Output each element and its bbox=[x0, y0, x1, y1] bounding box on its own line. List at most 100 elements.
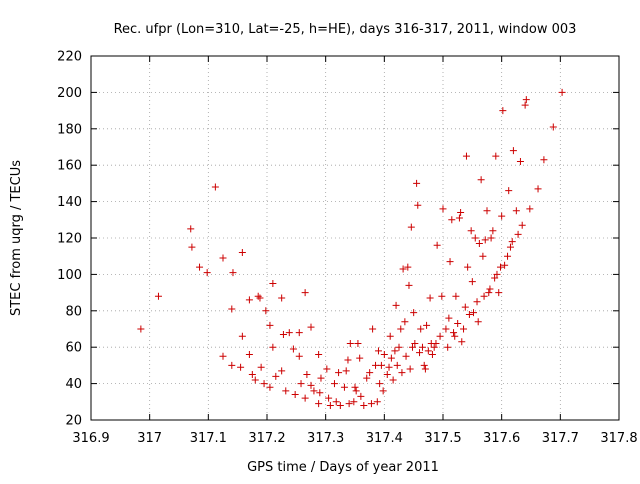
data-point bbox=[374, 347, 382, 355]
data-point bbox=[351, 383, 359, 391]
data-point bbox=[336, 401, 344, 409]
y-tick-label: 60 bbox=[65, 341, 82, 356]
data-point bbox=[301, 289, 309, 297]
data-point bbox=[426, 294, 434, 302]
y-tick-label: 80 bbox=[65, 304, 82, 319]
data-point bbox=[203, 269, 211, 277]
data-point bbox=[416, 349, 424, 357]
data-point bbox=[414, 201, 422, 209]
data-point bbox=[291, 391, 299, 399]
data-point bbox=[238, 332, 246, 340]
data-point bbox=[473, 298, 481, 306]
data-point bbox=[457, 209, 465, 217]
y-tick-label: 180 bbox=[57, 122, 82, 137]
data-point bbox=[260, 380, 268, 388]
y-tick-label: 100 bbox=[57, 268, 82, 283]
data-point bbox=[211, 183, 219, 191]
data-point bbox=[307, 381, 315, 389]
data-point bbox=[514, 230, 522, 238]
data-point bbox=[521, 101, 529, 109]
data-point bbox=[446, 258, 454, 266]
data-point bbox=[411, 340, 419, 348]
data-point bbox=[495, 289, 503, 297]
y-tick-label: 200 bbox=[57, 86, 82, 101]
data-point bbox=[346, 340, 354, 348]
data-point bbox=[468, 278, 476, 286]
data-point bbox=[315, 400, 323, 408]
data-point bbox=[397, 325, 405, 333]
data-point bbox=[423, 321, 431, 329]
data-point bbox=[251, 376, 259, 384]
data-point bbox=[491, 274, 499, 282]
data-point bbox=[335, 369, 343, 377]
data-point bbox=[386, 332, 394, 340]
x-tick-label: 317.5 bbox=[424, 431, 461, 446]
data-points bbox=[137, 88, 566, 409]
data-point bbox=[458, 338, 466, 346]
data-point bbox=[316, 389, 324, 397]
y-tick-label: 220 bbox=[57, 50, 82, 65]
data-point bbox=[380, 350, 388, 358]
y-tick-label: 160 bbox=[57, 159, 82, 174]
data-point bbox=[518, 221, 526, 229]
data-point bbox=[549, 123, 557, 131]
data-point bbox=[307, 323, 315, 331]
data-point bbox=[499, 107, 507, 115]
data-point bbox=[462, 152, 470, 160]
data-point bbox=[254, 292, 262, 300]
data-point bbox=[408, 343, 416, 351]
data-point bbox=[301, 394, 309, 402]
data-point bbox=[506, 243, 514, 251]
data-point bbox=[257, 363, 265, 371]
data-point bbox=[540, 156, 548, 164]
ticks bbox=[90, 55, 620, 421]
data-point bbox=[512, 207, 520, 215]
data-point bbox=[405, 281, 413, 289]
data-point bbox=[377, 361, 385, 369]
data-point bbox=[330, 380, 338, 388]
data-point bbox=[367, 400, 375, 408]
data-point bbox=[356, 354, 364, 362]
data-point bbox=[451, 332, 459, 340]
x-tick-label: 316.9 bbox=[72, 431, 109, 446]
data-point bbox=[417, 325, 425, 333]
data-point bbox=[401, 318, 409, 326]
data-point bbox=[272, 372, 280, 380]
data-point bbox=[376, 380, 384, 388]
data-point bbox=[154, 292, 162, 300]
data-point bbox=[317, 374, 325, 382]
data-point bbox=[229, 269, 237, 277]
data-point bbox=[508, 238, 516, 246]
data-point bbox=[266, 321, 274, 329]
data-point bbox=[522, 96, 530, 104]
x-tick-label: 317.7 bbox=[542, 431, 579, 446]
data-point bbox=[342, 367, 350, 375]
data-point bbox=[295, 352, 303, 360]
data-point bbox=[471, 234, 479, 242]
data-point bbox=[442, 325, 450, 333]
data-point bbox=[379, 387, 387, 395]
data-point bbox=[345, 400, 353, 408]
data-point bbox=[391, 347, 399, 355]
data-point bbox=[188, 243, 196, 251]
data-point bbox=[406, 365, 414, 373]
data-point bbox=[410, 309, 418, 317]
data-point bbox=[428, 350, 436, 358]
data-point bbox=[196, 263, 204, 271]
data-point bbox=[402, 352, 410, 360]
data-point bbox=[465, 310, 473, 318]
data-point bbox=[366, 369, 374, 377]
data-point bbox=[369, 325, 377, 333]
data-point bbox=[439, 205, 447, 213]
data-point bbox=[492, 152, 500, 160]
x-tick-label: 317.2 bbox=[248, 431, 285, 446]
data-point bbox=[470, 309, 478, 317]
data-point bbox=[498, 212, 506, 220]
data-point bbox=[344, 356, 352, 364]
tick-labels: 316.9 317 317.1 317.2 317.3 317.4 317.5 317.6 31… bbox=[57, 50, 637, 447]
data-point bbox=[452, 292, 460, 300]
data-point bbox=[340, 383, 348, 391]
data-point bbox=[237, 363, 245, 371]
data-point bbox=[399, 265, 407, 273]
data-point bbox=[467, 227, 475, 235]
